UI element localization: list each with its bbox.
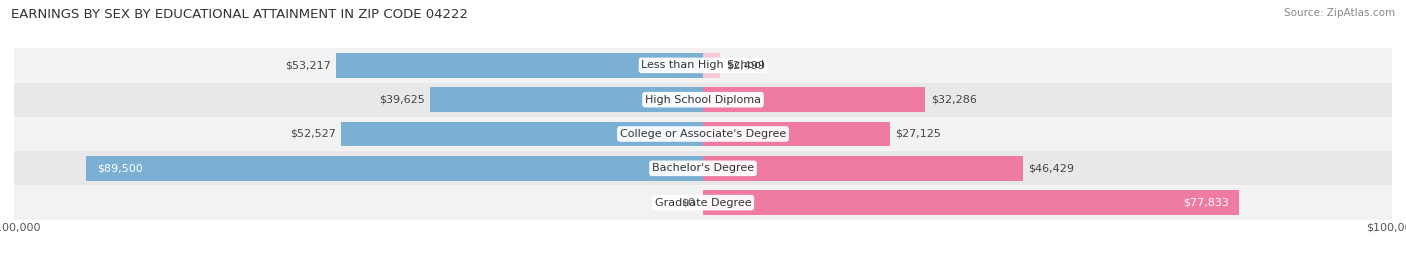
- Bar: [703, 53, 720, 78]
- Bar: [703, 87, 925, 112]
- Bar: [703, 156, 1024, 181]
- Text: $77,833: $77,833: [1182, 198, 1229, 208]
- Bar: [14, 83, 1392, 117]
- Bar: [703, 190, 1239, 215]
- Text: $2,499: $2,499: [725, 60, 765, 70]
- Bar: [703, 122, 890, 146]
- Bar: [14, 151, 1392, 185]
- Text: $0: $0: [681, 198, 695, 208]
- Bar: [14, 117, 1392, 151]
- Text: EARNINGS BY SEX BY EDUCATIONAL ATTAINMENT IN ZIP CODE 04222: EARNINGS BY SEX BY EDUCATIONAL ATTAINMEN…: [11, 8, 468, 21]
- Text: $39,625: $39,625: [378, 95, 425, 105]
- Bar: [14, 48, 1392, 83]
- Bar: [14, 185, 1392, 220]
- Text: $89,500: $89,500: [97, 163, 142, 173]
- Text: $52,527: $52,527: [290, 129, 336, 139]
- Text: $32,286: $32,286: [931, 95, 977, 105]
- Text: $27,125: $27,125: [896, 129, 941, 139]
- Text: $53,217: $53,217: [285, 60, 330, 70]
- Text: Source: ZipAtlas.com: Source: ZipAtlas.com: [1284, 8, 1395, 18]
- Text: Bachelor's Degree: Bachelor's Degree: [652, 163, 754, 173]
- Text: Graduate Degree: Graduate Degree: [655, 198, 751, 208]
- Text: College or Associate's Degree: College or Associate's Degree: [620, 129, 786, 139]
- Bar: [430, 87, 703, 112]
- Bar: [86, 156, 703, 181]
- Bar: [336, 53, 703, 78]
- Text: $46,429: $46,429: [1028, 163, 1074, 173]
- Text: Less than High School: Less than High School: [641, 60, 765, 70]
- Text: High School Diploma: High School Diploma: [645, 95, 761, 105]
- Bar: [342, 122, 703, 146]
